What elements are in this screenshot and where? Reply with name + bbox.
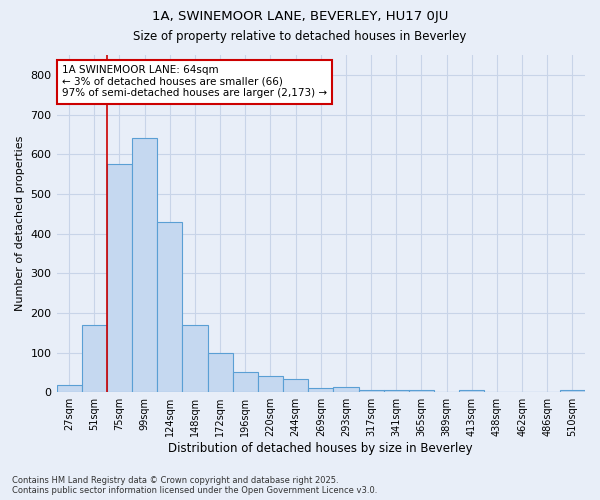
- Bar: [383, 390, 409, 392]
- Bar: [334, 388, 359, 392]
- Bar: [157, 222, 182, 392]
- Text: 1A, SWINEMOOR LANE, BEVERLEY, HU17 0JU: 1A, SWINEMOOR LANE, BEVERLEY, HU17 0JU: [152, 10, 448, 23]
- Bar: [560, 390, 585, 392]
- Text: 1A SWINEMOOR LANE: 64sqm
← 3% of detached houses are smaller (66)
97% of semi-de: 1A SWINEMOOR LANE: 64sqm ← 3% of detache…: [62, 65, 327, 98]
- Bar: [208, 352, 233, 392]
- Bar: [283, 379, 308, 392]
- Bar: [233, 372, 258, 392]
- Bar: [258, 376, 283, 392]
- X-axis label: Distribution of detached houses by size in Beverley: Distribution of detached houses by size …: [169, 442, 473, 455]
- Text: Contains HM Land Registry data © Crown copyright and database right 2025.
Contai: Contains HM Land Registry data © Crown c…: [12, 476, 377, 495]
- Y-axis label: Number of detached properties: Number of detached properties: [15, 136, 25, 312]
- Bar: [308, 388, 334, 392]
- Bar: [56, 385, 82, 392]
- Bar: [359, 390, 383, 392]
- Bar: [182, 325, 208, 392]
- Bar: [459, 390, 484, 392]
- Bar: [132, 138, 157, 392]
- Text: Size of property relative to detached houses in Beverley: Size of property relative to detached ho…: [133, 30, 467, 43]
- Bar: [409, 390, 434, 392]
- Bar: [82, 325, 107, 392]
- Bar: [107, 164, 132, 392]
